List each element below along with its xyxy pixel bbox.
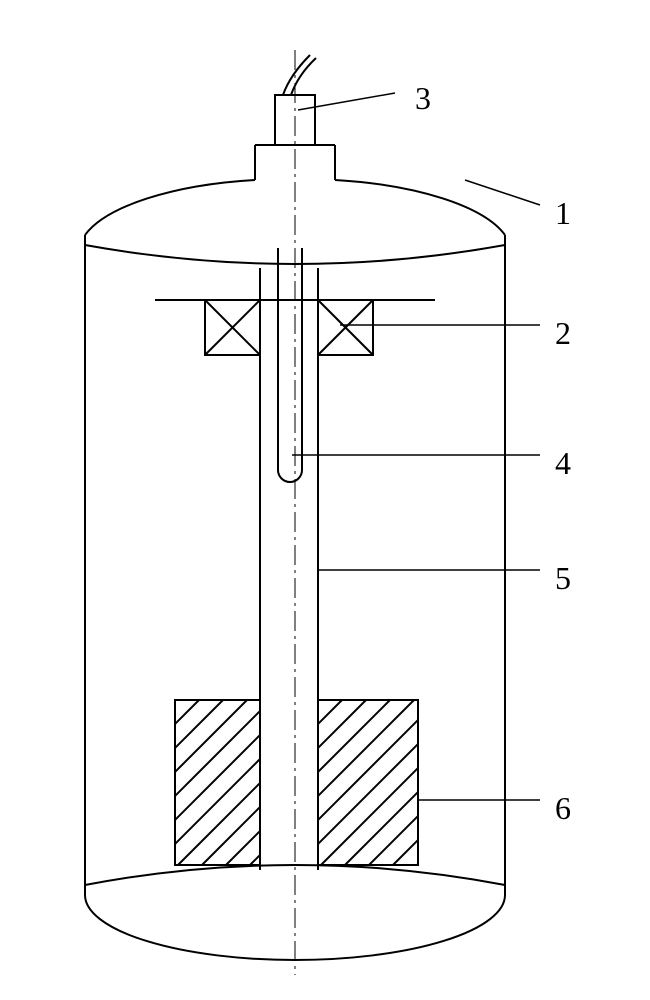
callout-label-3: 3 xyxy=(415,80,431,117)
callout-label-1: 1 xyxy=(555,195,571,232)
callout-label-5: 5 xyxy=(555,560,571,597)
diagram-svg xyxy=(0,0,650,1000)
callout-label-6: 6 xyxy=(555,790,571,827)
technical-diagram xyxy=(0,0,650,1000)
callout-label-4: 4 xyxy=(555,445,571,482)
callout-label-2: 2 xyxy=(555,315,571,352)
